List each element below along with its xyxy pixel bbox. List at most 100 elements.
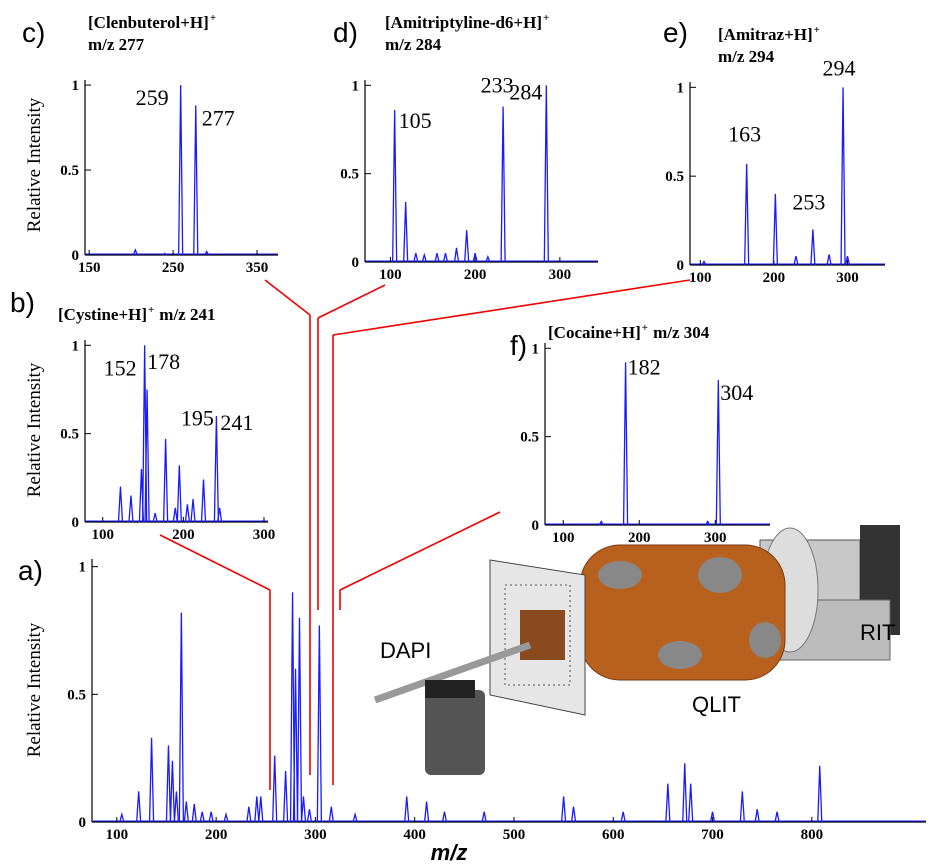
x-tick-label: 800 [801, 827, 824, 843]
connector [159, 534, 271, 591]
apparatus: DAPI QLIT RIT [373, 525, 900, 775]
panel-subtitle: m/z 277 [88, 35, 145, 54]
panel-subtitle: m/z 241 [159, 305, 215, 324]
peak-label: 195 [181, 405, 214, 430]
peak [178, 612, 185, 823]
x-tick-label: 100 [106, 827, 129, 843]
y-tick-label: 1 [532, 341, 540, 357]
peak [485, 254, 491, 263]
peak [173, 791, 180, 823]
title-sup: + [210, 12, 216, 24]
title-sup: + [543, 12, 549, 24]
panel-label: d) [333, 17, 358, 48]
peak [190, 498, 196, 523]
apparatus-label: QLIT [692, 692, 741, 717]
peak [176, 465, 182, 523]
peak [254, 796, 260, 823]
rods [520, 610, 565, 660]
panel: 0 0.5 1 100 200 300 182 304 f) [Cocaine+H] + m/z 30… [510, 322, 770, 546]
peak [840, 87, 846, 266]
peak [709, 811, 716, 823]
panel-subtitle: m/z 294 [718, 47, 775, 66]
peak [543, 85, 549, 263]
peak [392, 110, 398, 263]
panel: 0 0.5 1 100 200 300 163 253 294 e) [Amitraz+H] + m/z… [663, 17, 885, 286]
title-sup: + [814, 24, 820, 36]
x-tick-label: 350 [246, 260, 269, 276]
connector [339, 511, 501, 591]
y-tick-label: 0 [72, 248, 80, 264]
peak-label: 253 [792, 189, 825, 214]
x-tick-label: 100 [689, 270, 712, 286]
peak [598, 520, 604, 526]
peak [200, 479, 207, 523]
peak [464, 230, 470, 263]
peak [560, 796, 567, 823]
panel-title: [Cocaine+H] [548, 323, 641, 342]
connector [264, 279, 311, 316]
title-sup: + [642, 322, 648, 334]
connector [332, 279, 691, 336]
panel-title: [Cystine+H] [58, 305, 147, 324]
peak [570, 806, 577, 823]
connector [317, 284, 386, 319]
panel: 0 0.5 1 150 250 350 259 277 c) Relative Intensity… [22, 12, 278, 276]
panel-subtitle: m/z 304 [653, 323, 710, 342]
y-axis-label: Relative Intensity [24, 97, 45, 232]
y-tick-label: 1 [352, 78, 360, 94]
x-tick-label: 700 [701, 827, 724, 843]
peak [300, 796, 307, 823]
peak [688, 783, 694, 823]
peak [144, 389, 150, 523]
apparatus-label: RIT [860, 620, 895, 645]
peak [453, 247, 460, 263]
panel: 0 0.5 1 100 200 300 400 500 600 700 800 a) Relative … [18, 555, 926, 865]
peak [169, 760, 176, 823]
bolt [658, 641, 702, 669]
y-tick-label: 1 [72, 338, 80, 354]
panel-label: f) [510, 330, 527, 361]
peak [844, 255, 851, 266]
y-tick-label: 0.5 [60, 163, 79, 179]
peak [328, 806, 334, 823]
x-tick-label: 300 [549, 267, 572, 283]
y-axis-label: Relative Intensity [24, 622, 45, 757]
x-tick-label: 200 [763, 270, 786, 286]
peak-label: 294 [823, 55, 856, 80]
peak [178, 85, 184, 256]
peak [481, 811, 487, 823]
peak-label: 277 [202, 105, 235, 130]
peak [213, 415, 220, 523]
peak [665, 783, 671, 823]
peak-label: 163 [728, 122, 761, 147]
peak [136, 791, 142, 823]
peak [421, 252, 427, 263]
y-tick-label: 0 [72, 515, 80, 531]
y-tick-label: 0.5 [520, 430, 539, 446]
y-tick-label: 0.5 [67, 687, 86, 703]
dapi-tube [373, 641, 532, 704]
y-tick-label: 0 [532, 518, 540, 534]
peak [246, 806, 252, 823]
y-tick-label: 0.5 [60, 427, 79, 443]
x-tick-label: 300 [704, 530, 727, 546]
peak [772, 193, 779, 266]
peak [701, 260, 707, 266]
peak [199, 811, 205, 823]
dapi-body [425, 690, 485, 775]
y-tick-label: 1 [677, 80, 685, 96]
panel-subtitle: m/z 284 [385, 35, 442, 54]
peak-label: 241 [220, 410, 253, 435]
peak [682, 763, 688, 823]
x-tick-label: 100 [552, 530, 575, 546]
y-tick-label: 0 [79, 815, 87, 831]
peak [441, 811, 448, 823]
peak-label: 304 [720, 380, 753, 405]
peak [404, 796, 410, 823]
peak [292, 668, 299, 823]
x-tick-label: 500 [503, 827, 526, 843]
peak [148, 737, 155, 823]
peak [774, 811, 780, 823]
